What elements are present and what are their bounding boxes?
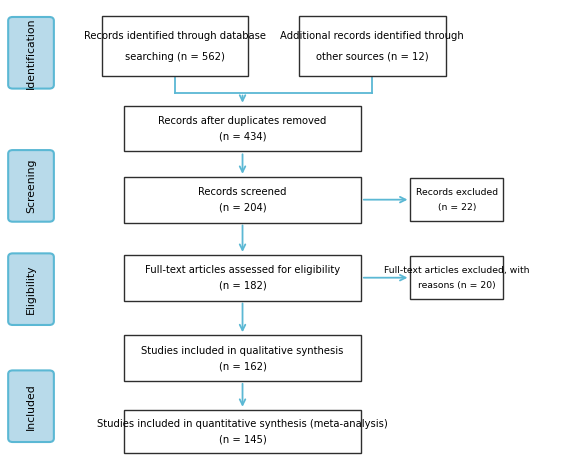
Text: Full-text articles assessed for eligibility: Full-text articles assessed for eligibil… [145,265,340,275]
FancyBboxPatch shape [299,16,446,76]
FancyBboxPatch shape [411,178,504,222]
Text: (n = 145): (n = 145) [219,434,266,444]
Text: (n = 182): (n = 182) [219,281,266,291]
FancyBboxPatch shape [8,150,54,222]
FancyBboxPatch shape [8,370,54,442]
Text: Full-text articles excluded, with: Full-text articles excluded, with [384,266,530,275]
FancyBboxPatch shape [124,177,361,223]
FancyBboxPatch shape [124,106,361,151]
Text: Records identified through database: Records identified through database [84,31,266,41]
Text: (n = 22): (n = 22) [438,203,476,212]
Text: other sources (n = 12): other sources (n = 12) [316,52,429,62]
Text: Records screened: Records screened [199,187,287,197]
Text: Records after duplicates removed: Records after duplicates removed [158,116,327,126]
Text: Eligibility: Eligibility [26,264,36,314]
Text: (n = 434): (n = 434) [219,132,266,142]
FancyBboxPatch shape [124,335,361,381]
FancyBboxPatch shape [8,17,54,89]
FancyBboxPatch shape [102,16,248,76]
Text: reasons (n = 20): reasons (n = 20) [418,281,496,290]
Text: searching (n = 562): searching (n = 562) [125,52,225,62]
Text: Studies included in qualitative synthesis: Studies included in qualitative synthesi… [142,346,343,356]
Text: Identification: Identification [26,17,36,89]
FancyBboxPatch shape [8,253,54,325]
Text: Included: Included [26,383,36,430]
Text: (n = 162): (n = 162) [219,361,266,371]
FancyBboxPatch shape [411,256,504,299]
Text: (n = 204): (n = 204) [219,203,266,213]
FancyBboxPatch shape [124,409,361,453]
Text: Records excluded: Records excluded [416,188,498,197]
Text: Additional records identified through: Additional records identified through [280,31,464,41]
Text: Studies included in quantitative synthesis (meta-analysis): Studies included in quantitative synthes… [97,420,388,430]
Text: Screening: Screening [26,159,36,213]
FancyBboxPatch shape [124,255,361,301]
